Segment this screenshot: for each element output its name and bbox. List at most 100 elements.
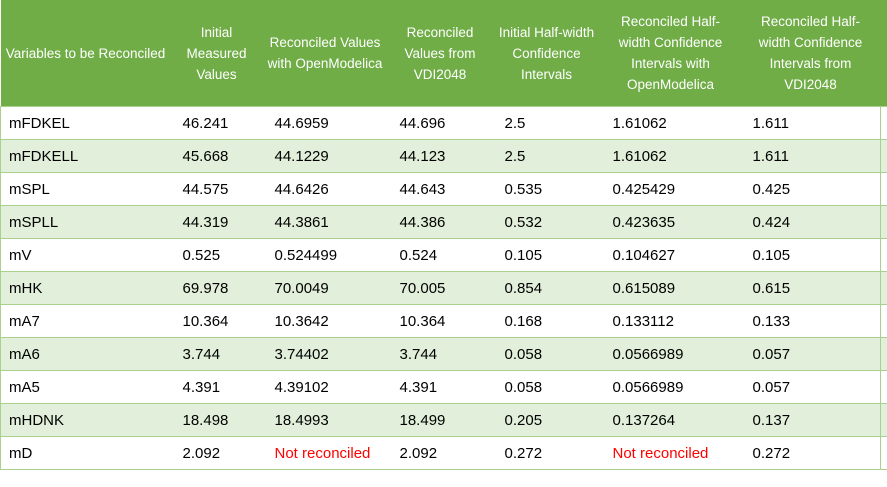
table-row: mHDNK 18.498 18.4993 18.499 0.205 0.1372…: [0, 403, 887, 437]
value-cell: 0.137: [740, 403, 881, 437]
value-cell: 0.0566989: [600, 337, 741, 371]
variable-cell: mHK: [0, 271, 171, 305]
value-cell: 18.499: [387, 403, 493, 437]
value-cell: 0.104627: [600, 238, 741, 272]
value-cell: 2.5: [492, 139, 601, 173]
value-cell: 0.137264: [600, 403, 741, 437]
header-filler: [880, 0, 887, 107]
value-cell: 0.0566989: [600, 370, 741, 404]
value-cell: 0.524: [387, 238, 493, 272]
value-cell: 0.205: [492, 403, 601, 437]
value-cell: 44.696: [387, 106, 493, 140]
table-row: mA6 3.744 3.74402 3.744 0.058 0.0566989 …: [0, 337, 887, 371]
row-filler: [880, 139, 887, 173]
table-body: mFDKEL 46.241 44.6959 44.696 2.5 1.61062…: [0, 106, 887, 470]
variable-cell: mA5: [0, 370, 171, 404]
value-cell: 0.133: [740, 304, 881, 338]
row-filler: [880, 205, 887, 239]
value-cell: 0.854: [492, 271, 601, 305]
variable-cell: mV: [0, 238, 171, 272]
value-cell: 4.391: [387, 370, 493, 404]
value-cell: 2.092: [387, 436, 493, 470]
column-header-reconciled-values-openmodelica: Reconciled Values with OpenModelica: [262, 0, 388, 107]
column-header-initial-measured-values: Initial Measured Values: [170, 0, 263, 107]
value-cell: 44.6426: [262, 172, 388, 206]
value-cell: 0.105: [740, 238, 881, 272]
column-header-variables: Variables to be Reconciled: [0, 0, 171, 107]
value-cell: 0.524499: [262, 238, 388, 272]
value-cell: 2.092: [170, 436, 263, 470]
value-cell: 45.668: [170, 139, 263, 173]
row-filler: [880, 238, 887, 272]
variable-cell: mFDKEL: [0, 106, 171, 140]
value-cell: 0.168: [492, 304, 601, 338]
value-cell: 0.272: [740, 436, 881, 470]
value-cell: 44.386: [387, 205, 493, 239]
value-cell: 44.575: [170, 172, 263, 206]
header-row: Variables to be Reconciled Initial Measu…: [0, 0, 887, 107]
row-filler: [880, 370, 887, 404]
value-cell: 70.0049: [262, 271, 388, 305]
variable-cell: mHDNK: [0, 403, 171, 437]
variable-cell: mSPLL: [0, 205, 171, 239]
variable-cell: mFDKELL: [0, 139, 171, 173]
value-cell: 18.4993: [262, 403, 388, 437]
value-cell: 0.133112: [600, 304, 741, 338]
value-cell: 46.241: [170, 106, 263, 140]
value-cell: 44.123: [387, 139, 493, 173]
value-cell: 3.744: [387, 337, 493, 371]
value-cell: 0.425429: [600, 172, 741, 206]
column-header-reconciled-values-vdi2048: Reconciled Values from VDI2048: [387, 0, 493, 107]
value-cell: 0.535: [492, 172, 601, 206]
value-cell: 4.391: [170, 370, 263, 404]
value-cell: Not reconciled: [262, 436, 388, 470]
value-cell: 10.364: [170, 304, 263, 338]
table-row: mSPLL 44.319 44.3861 44.386 0.532 0.4236…: [0, 205, 887, 239]
column-header-halfwidth-intervals-vdi2048: Reconciled Half-width Confidence Interva…: [740, 0, 881, 107]
table-row: mD 2.092 Not reconciled 2.092 0.272 Not …: [0, 436, 887, 470]
row-filler: [880, 172, 887, 206]
value-cell: 0.057: [740, 337, 881, 371]
table-row: mFDKELL 45.668 44.1229 44.123 2.5 1.6106…: [0, 139, 887, 173]
row-filler: [880, 436, 887, 470]
reconciliation-table: Variables to be Reconciled Initial Measu…: [0, 0, 887, 470]
variable-cell: mA7: [0, 304, 171, 338]
value-cell: 0.058: [492, 337, 601, 371]
table-row: mA5 4.391 4.39102 4.391 0.058 0.0566989 …: [0, 370, 887, 404]
value-cell: 0.532: [492, 205, 601, 239]
value-cell: 0.272: [492, 436, 601, 470]
value-cell: 10.3642: [262, 304, 388, 338]
value-cell: 3.74402: [262, 337, 388, 371]
table-row: mHK 69.978 70.0049 70.005 0.854 0.615089…: [0, 271, 887, 305]
value-cell: Not reconciled: [600, 436, 741, 470]
value-cell: 0.615: [740, 271, 881, 305]
value-cell: 3.744: [170, 337, 263, 371]
table-header: Variables to be Reconciled Initial Measu…: [0, 0, 887, 107]
value-cell: 44.1229: [262, 139, 388, 173]
value-cell: 18.498: [170, 403, 263, 437]
value-cell: 0.058: [492, 370, 601, 404]
value-cell: 44.643: [387, 172, 493, 206]
value-cell: 0.424: [740, 205, 881, 239]
value-cell: 4.39102: [262, 370, 388, 404]
variable-cell: mSPL: [0, 172, 171, 206]
row-filler: [880, 403, 887, 437]
table-row: mSPL 44.575 44.6426 44.643 0.535 0.42542…: [0, 172, 887, 206]
row-filler: [880, 337, 887, 371]
value-cell: 44.319: [170, 205, 263, 239]
variable-cell: mA6: [0, 337, 171, 371]
table-row: mA7 10.364 10.3642 10.364 0.168 0.133112…: [0, 304, 887, 338]
value-cell: 69.978: [170, 271, 263, 305]
row-filler: [880, 271, 887, 305]
value-cell: 0.525: [170, 238, 263, 272]
value-cell: 44.6959: [262, 106, 388, 140]
value-cell: 1.611: [740, 106, 881, 140]
value-cell: 2.5: [492, 106, 601, 140]
value-cell: 70.005: [387, 271, 493, 305]
value-cell: 44.3861: [262, 205, 388, 239]
table-row: mV 0.525 0.524499 0.524 0.105 0.104627 0…: [0, 238, 887, 272]
value-cell: 10.364: [387, 304, 493, 338]
row-filler: [880, 304, 887, 338]
value-cell: 1.61062: [600, 139, 741, 173]
